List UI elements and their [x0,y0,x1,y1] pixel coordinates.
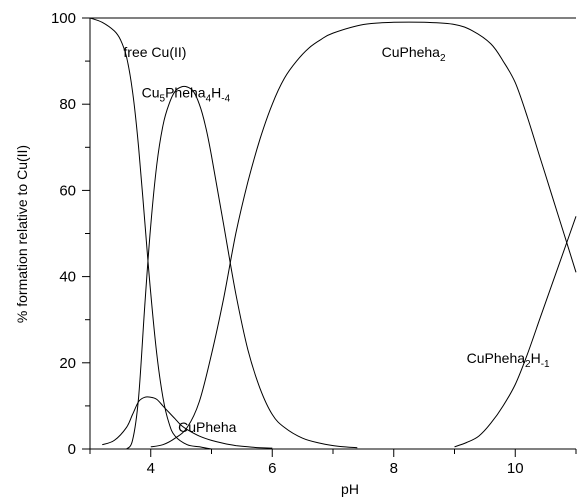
curves [89,17,577,450]
y-tick-label: 80 [59,96,76,113]
curve-free_cu [89,17,212,450]
x-tick-label: 4 [147,460,155,477]
x-axis-title: pH [341,481,359,497]
curve-cupheha [102,396,273,449]
y-tick-label: 60 [59,182,76,199]
label-cupheha: CuPheha [178,419,237,435]
curve-cu5 [126,85,358,450]
y-tick-label: 20 [59,355,76,372]
y-tick-label: 100 [51,10,76,27]
series-labels: free Cu(II) Cu5Pheha4H-4 CuPheha CuPheha2 Cu… [123,44,550,435]
label-cu5: Cu5Pheha4H-4 [142,85,231,105]
axes: 0 20 40 60 80 100 4 6 8 10 [51,10,577,477]
x-tick-label: 8 [390,460,398,477]
curve-cupheha2h [454,216,577,448]
curve-cupheha2 [150,21,577,448]
y-tick-label: 40 [59,269,76,286]
label-cupheha2h: CuPheha2H-1 [467,350,550,370]
y-axis-title: % formation relative to Cu(II) [14,145,30,323]
label-cupheha2: CuPheha2 [382,44,446,64]
x-tick-label: 10 [507,460,524,477]
y-tick-label: 0 [68,441,76,458]
label-free_cu: free Cu(II) [123,44,186,60]
x-tick-label: 6 [268,460,276,477]
